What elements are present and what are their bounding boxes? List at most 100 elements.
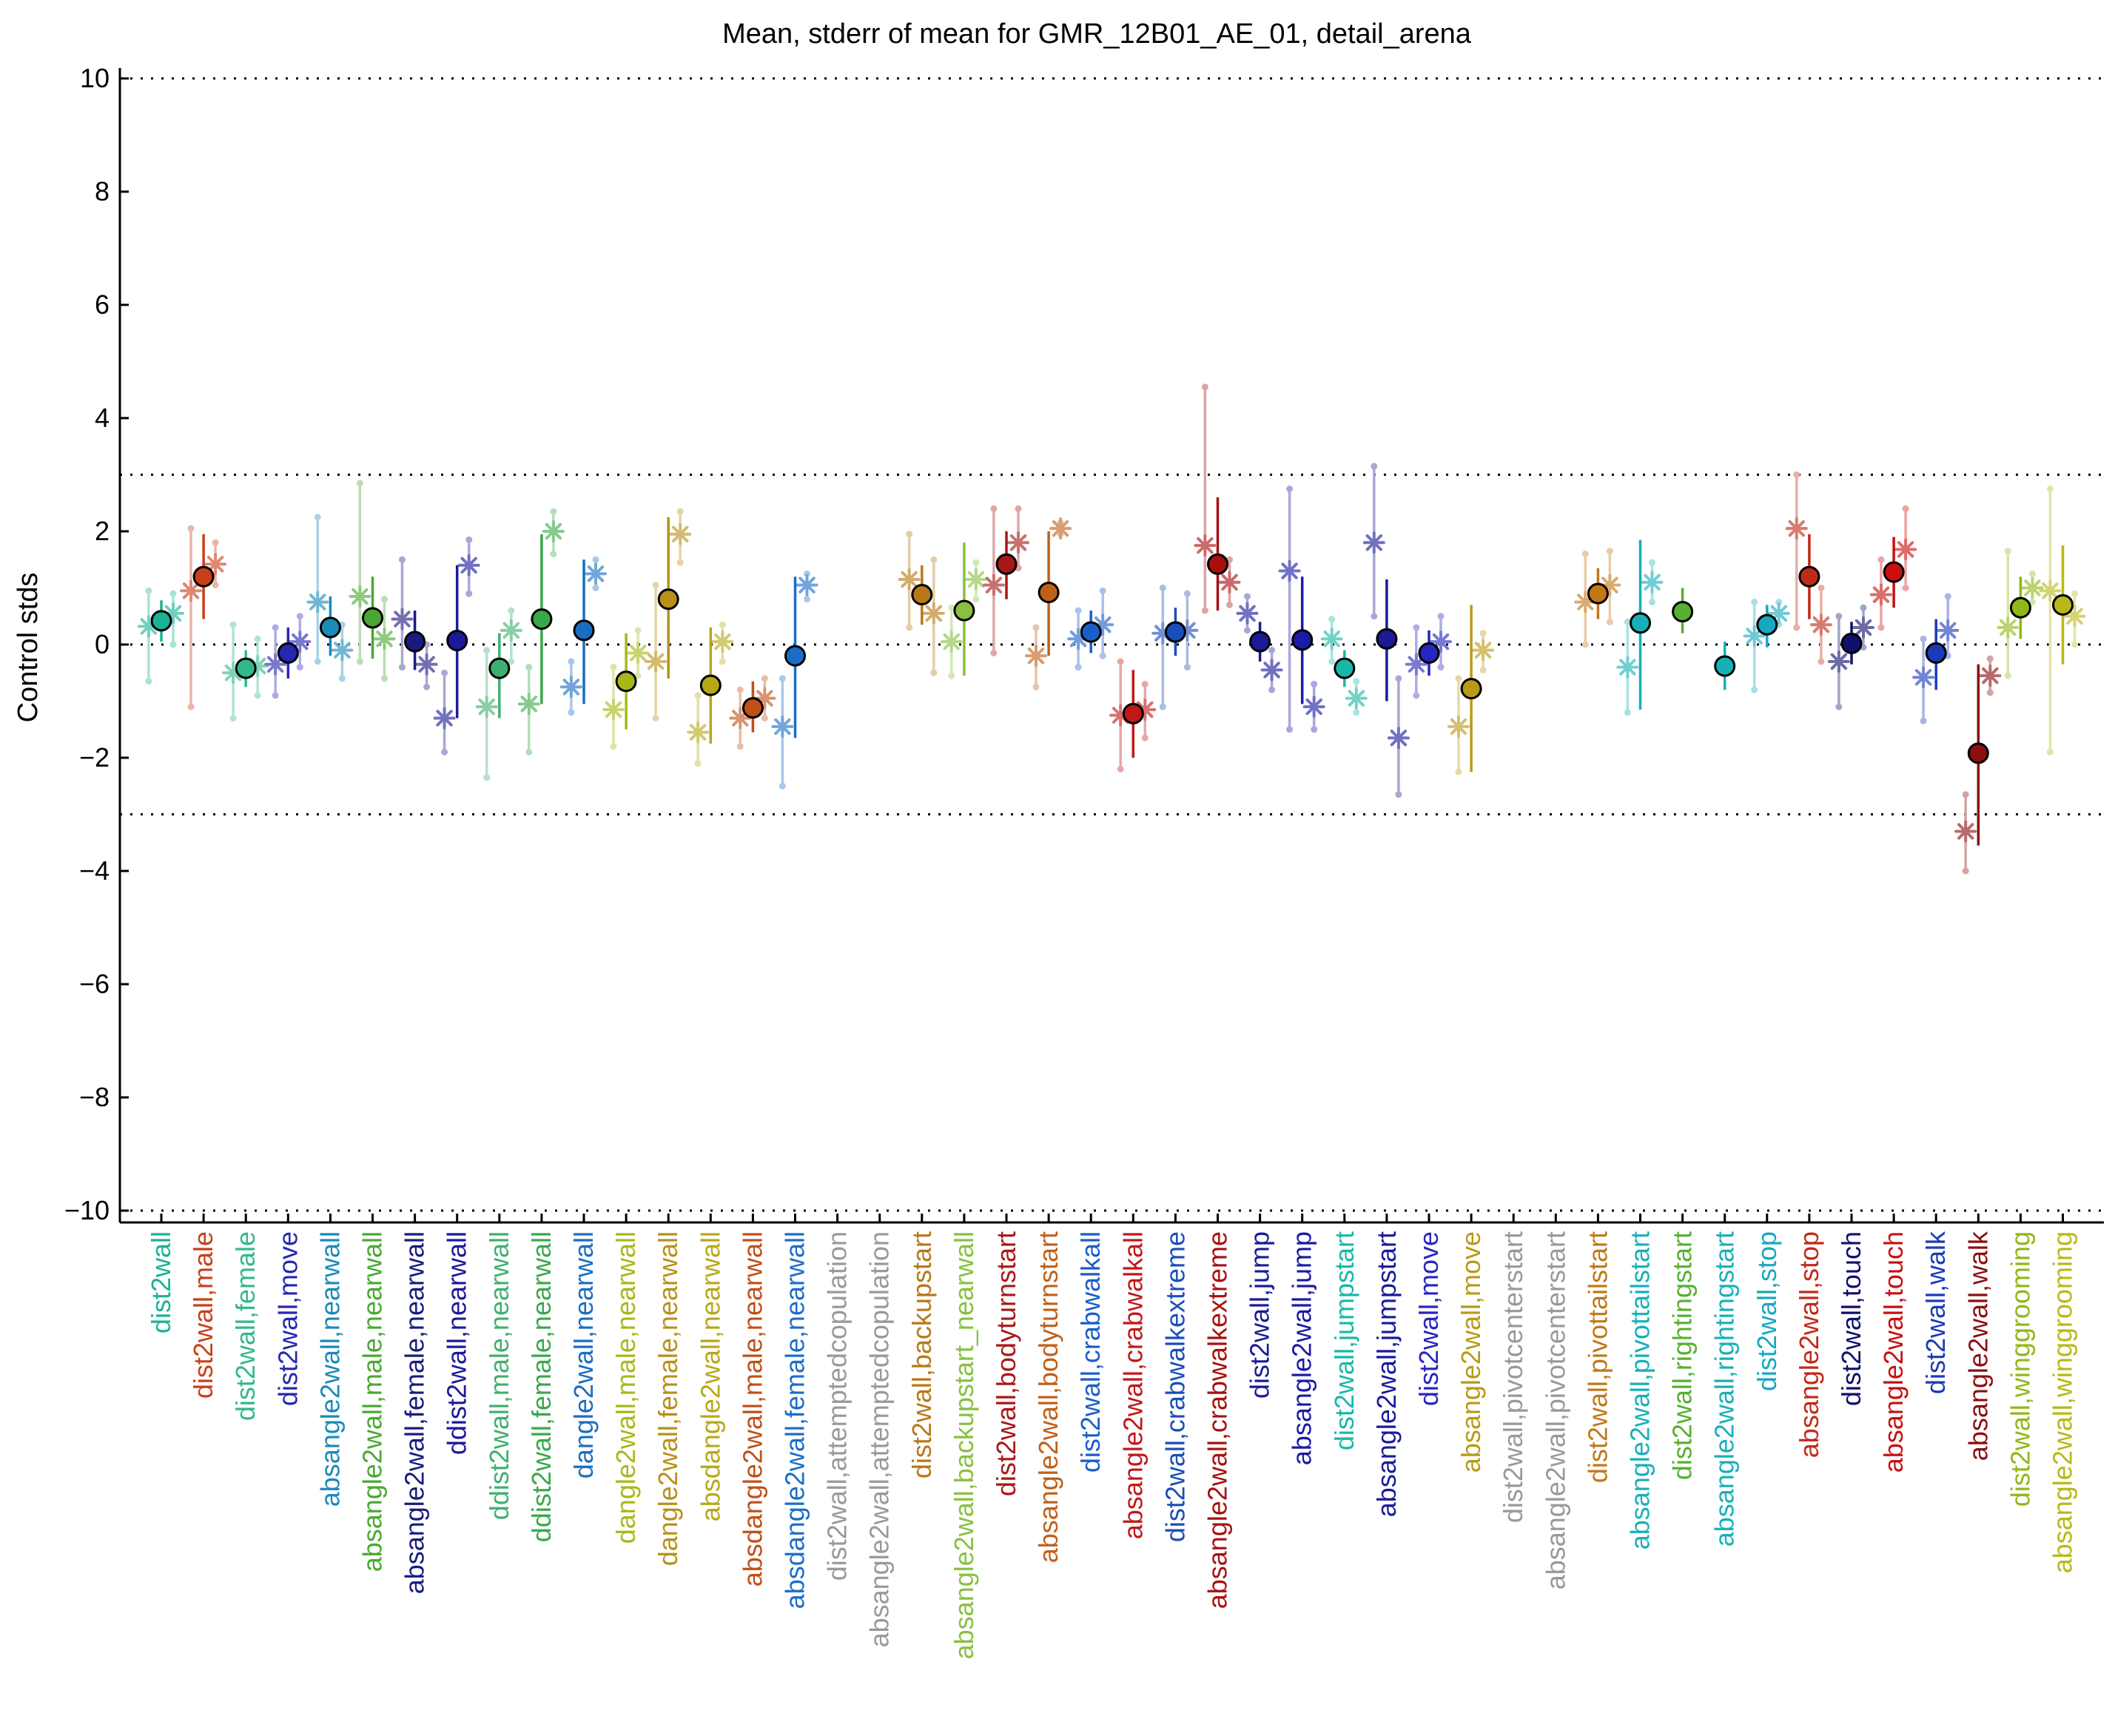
y-tick-label: −6 [79, 969, 110, 999]
sex-range-dot [610, 664, 617, 671]
x-tick-label: dist2wall,winggrooming [2005, 1231, 2035, 1507]
sex-range-dot [398, 556, 406, 563]
mean-marker [277, 642, 299, 664]
sex-mean-star [264, 653, 287, 676]
y-tick-label: 10 [80, 63, 110, 93]
x-tick-label: absangle2wall,crabwalkall [1117, 1231, 1148, 1539]
category-group [1405, 613, 1452, 699]
category-group [1194, 383, 1241, 614]
sex-range-dot [948, 604, 955, 611]
sex-mean-star [1937, 619, 1960, 642]
sex-mean-star [373, 628, 396, 650]
sex-range-dot [508, 658, 515, 665]
sex-range-dot [803, 570, 810, 577]
x-tick-label: absangle2wall,touch [1878, 1231, 1909, 1473]
sex-mean-star [349, 585, 371, 608]
sex-mean-star [1979, 665, 2002, 687]
sex-range-dot [1225, 601, 1233, 608]
category-group [2039, 485, 2086, 756]
sex-mean-star [137, 615, 160, 638]
sex-range-dot [1141, 681, 1149, 688]
sex-range-dot [1437, 664, 1445, 671]
category-group [1672, 588, 1694, 633]
y-axis-ticks: −10 −8 −6 −4 −2 0 2 4 6 8 10 [64, 63, 129, 1225]
mean-marker [1587, 582, 1609, 605]
x-tick-label: absdangle2wall,nearwall [695, 1231, 725, 1521]
sex-range-dot [1455, 768, 1462, 776]
category-group [137, 587, 184, 685]
sex-range-dot [1311, 726, 1318, 733]
category-group [729, 675, 776, 750]
sex-range-dot [1751, 686, 1758, 693]
sex-mean-star [1405, 653, 1428, 676]
sex-range-dot [1581, 641, 1589, 648]
sex-range-dot [634, 672, 642, 679]
mean-marker [1080, 621, 1102, 643]
sex-mean-star [2039, 579, 2062, 602]
sex-range-dot [1395, 675, 1402, 682]
x-tick-label: dangle2wall,female,nearwall [653, 1231, 683, 1566]
sex-mean-star [1387, 727, 1410, 750]
sex-range-dot [441, 748, 448, 756]
mean-marker [1291, 629, 1314, 651]
sex-range-dot [694, 692, 702, 699]
mean-marker [1756, 613, 1778, 636]
mean-marker [699, 674, 722, 696]
sex-range-dot [1962, 867, 1969, 875]
sex-mean-star [1767, 602, 1790, 625]
sex-mean-star [1345, 687, 1368, 710]
sex-mean-star [289, 630, 312, 653]
category-group [1912, 593, 1960, 724]
category-group [1785, 471, 1832, 665]
category-group [1743, 599, 1790, 693]
sex-range-dot [423, 683, 431, 690]
x-tick-label: absangle2wall,female,nearwall [400, 1231, 430, 1594]
sex-mean-star [1869, 583, 1892, 606]
x-tick-label: dist2wall,crabwalkall [1075, 1231, 1106, 1473]
sex-range-dot [483, 647, 491, 654]
sex-mean-star [1194, 534, 1217, 557]
sex-range-dot [1818, 585, 1825, 591]
sex-range-dot [1835, 613, 1843, 620]
sex-range-dot [296, 664, 303, 671]
mean-marker [953, 599, 975, 622]
sex-range-dot [1268, 647, 1276, 654]
mean-marker [1630, 612, 1651, 634]
sex-mean-star [500, 619, 522, 642]
sex-range-dot [719, 621, 726, 628]
category-group [559, 556, 607, 716]
y-tick-label: −10 [64, 1195, 110, 1225]
sex-range-dot [761, 675, 768, 682]
sex-range-dot [145, 587, 152, 594]
category-group [645, 508, 692, 721]
sex-range-dot [1581, 551, 1589, 558]
sex-mean-star [898, 568, 921, 591]
sex-range-dot [1183, 590, 1191, 597]
sex-range-dot [229, 714, 237, 721]
sex-mean-star [1954, 820, 1977, 843]
sex-mean-star [415, 653, 438, 676]
x-tick-label: dist2wall,pivottailstart [1582, 1231, 1613, 1483]
sex-range-dot [1032, 683, 1040, 690]
category-group [1447, 605, 1495, 776]
sex-range-dot [2071, 590, 2078, 597]
sex-range-dot [1099, 652, 1106, 659]
sex-mean-star [1067, 628, 1090, 650]
sex-range-dot [1606, 548, 1613, 555]
sex-range-dot [1201, 383, 1208, 391]
sex-range-dot [525, 664, 533, 671]
sex-range-dot [550, 508, 557, 515]
chart-title: Mean, stderr of mean for GMR_12B01_AE_01… [722, 18, 1472, 50]
x-tick-label: dist2wall,attemptedcopulation [822, 1231, 853, 1581]
sex-range-dot [1286, 726, 1294, 733]
x-tick-label: absdangle2wall,female,nearwall [780, 1231, 810, 1609]
sex-range-dot [1751, 599, 1758, 606]
x-tick-label: absangle2wall,jump [1287, 1231, 1317, 1465]
mean-marker [1925, 642, 1947, 664]
x-tick-label: absangle2wall,pivottailstart [1625, 1231, 1655, 1550]
sex-mean-star [559, 676, 582, 699]
sex-range-dot [1920, 717, 1927, 724]
mean-marker [446, 630, 468, 652]
y-axis-label: Control stds [13, 573, 44, 723]
sex-range-dot [1944, 593, 1951, 600]
